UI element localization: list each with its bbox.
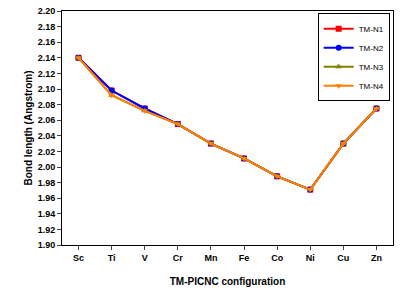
svg-text:1.96: 1.96 xyxy=(38,193,56,203)
svg-text:2.04: 2.04 xyxy=(38,131,56,141)
svg-text:TM-N2: TM-N2 xyxy=(359,44,384,53)
svg-text:TM-N4: TM-N4 xyxy=(359,82,384,91)
svg-text:Zn: Zn xyxy=(371,253,382,263)
svg-text:2.00: 2.00 xyxy=(38,162,56,172)
svg-text:Ni: Ni xyxy=(306,253,315,263)
svg-text:Co: Co xyxy=(271,253,283,263)
svg-text:1.90: 1.90 xyxy=(38,240,56,250)
svg-text:2.18: 2.18 xyxy=(38,22,56,32)
svg-text:Cr: Cr xyxy=(173,253,183,263)
svg-text:2.02: 2.02 xyxy=(38,147,56,157)
svg-text:V: V xyxy=(142,253,148,263)
svg-text:Cu: Cu xyxy=(337,253,349,263)
svg-text:1.98: 1.98 xyxy=(38,178,56,188)
svg-text:2.06: 2.06 xyxy=(38,115,56,125)
svg-text:2.08: 2.08 xyxy=(38,100,56,110)
svg-text:1.92: 1.92 xyxy=(38,225,56,235)
svg-text:2.10: 2.10 xyxy=(38,84,56,94)
svg-text:2.14: 2.14 xyxy=(38,53,56,63)
svg-text:2.16: 2.16 xyxy=(38,37,56,47)
svg-text:1.94: 1.94 xyxy=(38,209,56,219)
svg-text:2.20: 2.20 xyxy=(38,6,56,16)
svg-text:Mn: Mn xyxy=(204,253,217,263)
svg-text:Sc: Sc xyxy=(73,253,84,263)
svg-text:TM-N3: TM-N3 xyxy=(359,63,384,72)
svg-text:TM-N1: TM-N1 xyxy=(359,25,384,34)
svg-text:Bond length (Angstrom): Bond length (Angstrom) xyxy=(23,71,34,186)
svg-text:Ti: Ti xyxy=(108,253,116,263)
svg-text:TM-PICNC configuration: TM-PICNC configuration xyxy=(170,276,286,287)
svg-text:2.12: 2.12 xyxy=(38,69,56,79)
svg-text:Fe: Fe xyxy=(239,253,250,263)
